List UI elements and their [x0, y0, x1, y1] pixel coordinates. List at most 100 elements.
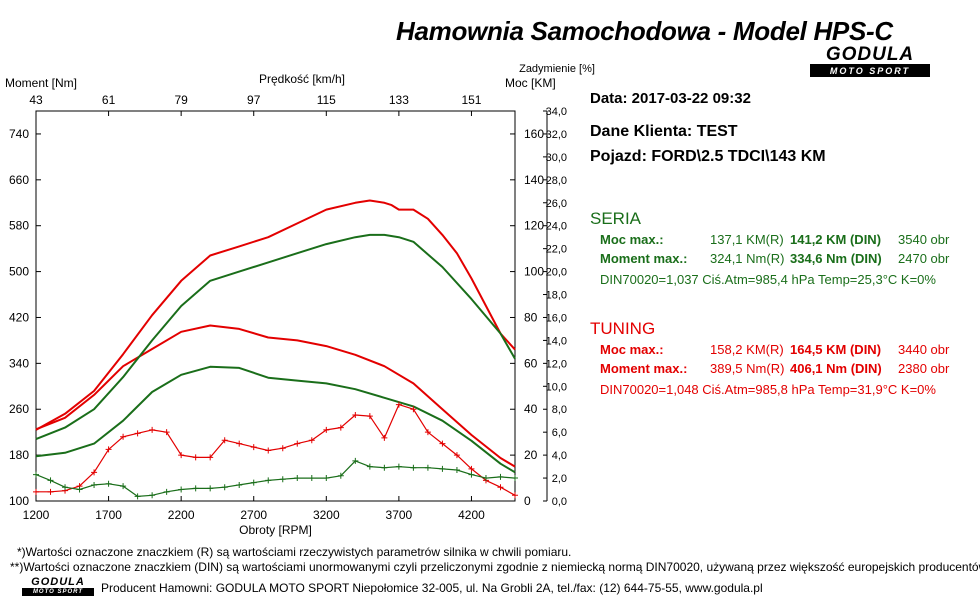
- seria-loss-point: [366, 463, 373, 470]
- power-tick-label: 20: [524, 448, 538, 462]
- power-tick-label: 80: [524, 310, 538, 324]
- left-tick-label: 660: [9, 173, 29, 187]
- seria-loss-point: [163, 488, 170, 495]
- tuning-heading: TUNING: [590, 319, 656, 338]
- power-tick-label: 40: [524, 402, 538, 416]
- tuning-loss-point: [47, 488, 54, 495]
- loss-tick-label: 2,0: [552, 473, 567, 485]
- footer-note-1: *)Wartości oznaczone znaczkiem (R) są wa…: [17, 545, 572, 559]
- tuning-loss-point: [105, 446, 112, 453]
- loss-tick-label: 28,0: [546, 175, 567, 187]
- tuning-loss-point: [236, 440, 243, 447]
- footer-logo: GODULA MOTO SPORT: [22, 577, 94, 596]
- loss-tick-label: 34,0: [546, 106, 567, 118]
- seria-loss-point: [207, 485, 214, 492]
- loss-tick-label: 12,0: [546, 358, 567, 370]
- seria-moment-din: 334,6 Nm (DIN): [790, 251, 882, 266]
- left-tick-label: 740: [9, 127, 29, 141]
- footer-logo-top: GODULA: [22, 577, 94, 589]
- seria-loss-point: [381, 464, 388, 471]
- seria-moment-label: Moment max.:: [600, 251, 688, 266]
- loss-tick-label: 30,0: [546, 152, 567, 164]
- seria-loss-point: [250, 479, 257, 486]
- tuning-loss-point: [250, 444, 257, 451]
- tuning-loss-point: [134, 430, 141, 437]
- seria-loss-line: [35, 460, 516, 497]
- loss-tick-label: 4,0: [552, 450, 567, 462]
- top-tick-label: 115: [317, 93, 336, 107]
- top-tick-label: 61: [102, 93, 116, 107]
- loss-tick-label: 6,0: [552, 427, 567, 439]
- footer-logo-bottom: MOTO SPORT: [22, 589, 94, 596]
- seria-loss-point: [439, 465, 446, 472]
- tuning-conditions: DIN70020=1,048 Ciś.Atm=985,8 hPa Temp=31…: [600, 382, 936, 397]
- top-tick-label: 133: [389, 93, 409, 107]
- tuning-moment-rpm: 2380 obr: [898, 361, 950, 376]
- top-tick-label: 97: [247, 93, 261, 107]
- seria-moc-rpm: 3540 obr: [898, 232, 950, 247]
- loss-tick-label: 10,0: [546, 381, 567, 393]
- seria-moc-din: 141,2 KM (DIN): [790, 232, 882, 247]
- x-axis-label: Obroty [RPM]: [239, 523, 312, 537]
- seria-loss-point: [62, 484, 69, 491]
- tuning-loss-point: [279, 445, 286, 452]
- seria-loss-point: [308, 475, 315, 482]
- loss-tick-label: 0,0: [552, 496, 567, 508]
- logo-bottom-text: MOTO SPORT: [810, 66, 930, 77]
- seria-loss-point: [294, 475, 301, 482]
- vehicle-name: Pojazd: FORD\2.5 TDCI\143 KM: [590, 148, 826, 165]
- loss-tick-label: 24,0: [546, 221, 567, 233]
- left-tick-label: 580: [9, 219, 29, 233]
- power-tick-label: 140: [524, 173, 544, 187]
- power-tick-label: 120: [524, 219, 544, 233]
- tuning-loss-point: [424, 429, 431, 436]
- tuning-moc-r: 158,2 KM(R): [710, 342, 784, 357]
- seria-moment-rpm: 2470 obr: [898, 251, 950, 266]
- godula-logo: GODULA MOTO SPORT: [810, 45, 930, 77]
- seria-conditions: DIN70020=1,037 Ciś.Atm=985,4 hPa Temp=25…: [600, 272, 936, 287]
- seria-loss-point: [337, 472, 344, 479]
- seria-moc-r: 137,1 KM(R): [710, 232, 784, 247]
- left-tick-label: 420: [9, 310, 29, 324]
- seria-power-line: [35, 233, 516, 441]
- power-tick-label: 160: [524, 127, 544, 141]
- top-tick-label: 43: [29, 93, 43, 107]
- tuning-loss-point: [395, 401, 402, 408]
- top-axis-label: Prędkość [km/h]: [259, 72, 345, 86]
- tuning-power-line: [35, 199, 516, 431]
- tuning-loss-point: [410, 406, 417, 413]
- loss-axis-label: Zadymienie [%]: [519, 63, 595, 75]
- seria-loss-point: [47, 477, 54, 484]
- power-tick-label: 60: [524, 356, 538, 370]
- plot-frame: [35, 110, 516, 502]
- tuning-moc-din: 164,5 KM (DIN): [790, 342, 882, 357]
- seria-loss-point: [453, 467, 460, 474]
- top-tick-label: 151: [461, 93, 481, 107]
- tuning-loss-point: [497, 484, 504, 491]
- tuning-loss-point: [265, 447, 272, 454]
- tuning-moc-label: Moc max.:: [600, 342, 664, 357]
- loss-tick-label: 14,0: [546, 335, 567, 347]
- test-date: Data: 2017-03-22 09:32: [590, 90, 751, 107]
- left-axis-label: Moment [Nm]: [5, 76, 77, 90]
- tuning-loss-point: [381, 434, 388, 441]
- tuning-loss-point: [120, 433, 127, 440]
- seria-loss-point: [410, 464, 417, 471]
- seria-moc-label: Moc max.:: [600, 232, 664, 247]
- client-name: Dane Klienta: TEST: [590, 123, 738, 140]
- tuning-loss-point: [91, 469, 98, 476]
- loss-tick-label: 20,0: [546, 267, 567, 279]
- seria-moment-r: 324,1 Nm(R): [710, 251, 785, 266]
- tuning-loss-point: [207, 454, 214, 461]
- x-tick-label: 3200: [313, 508, 340, 522]
- seria-loss-point: [192, 485, 199, 492]
- x-tick-label: 4200: [458, 508, 485, 522]
- seria-loss-point: [120, 483, 127, 490]
- seria-loss-point: [178, 486, 185, 493]
- tuning-loss-point: [323, 426, 330, 433]
- seria-loss-point: [265, 477, 272, 484]
- loss-tick-label: 22,0: [546, 244, 567, 256]
- seria-loss-point: [352, 457, 359, 464]
- loss-tick-label: 32,0: [546, 129, 567, 141]
